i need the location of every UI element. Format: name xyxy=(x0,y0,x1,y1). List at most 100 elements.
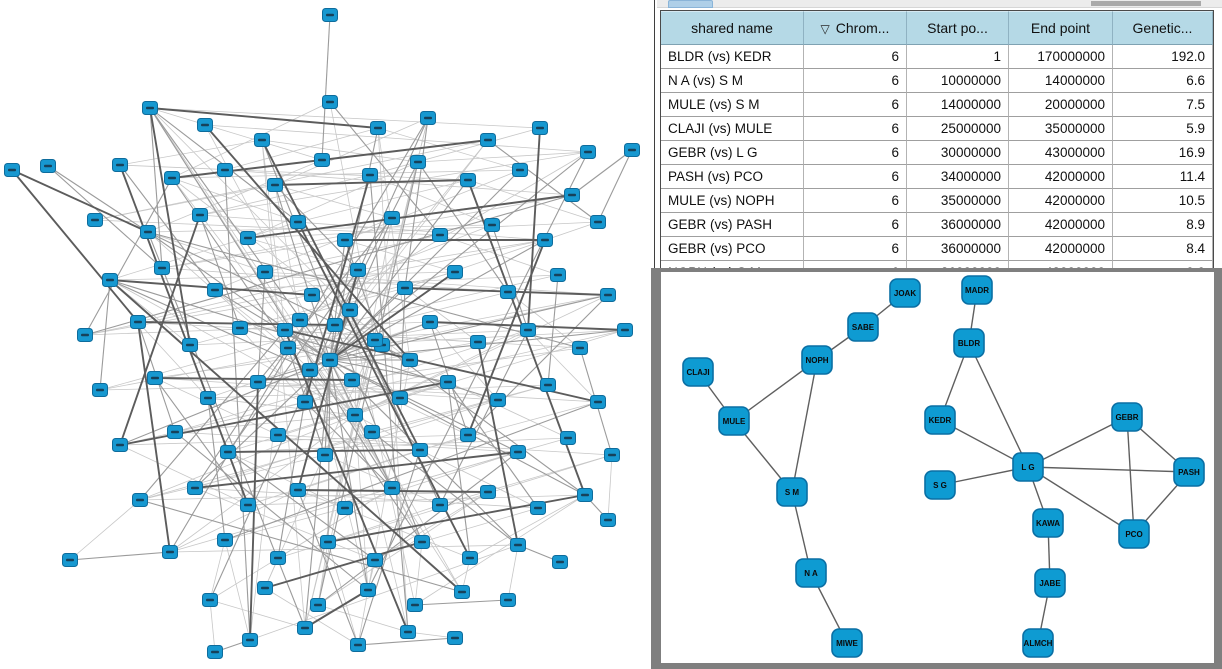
table-row[interactable]: GEBR (vs) L G 6 30000000 43000000 16.9 xyxy=(661,141,1213,165)
network-node[interactable] xyxy=(600,513,616,527)
network-node[interactable] xyxy=(257,581,273,595)
network-node[interactable] xyxy=(297,621,313,635)
network-node-joak[interactable]: JOAK xyxy=(889,278,921,308)
network-node[interactable] xyxy=(217,163,233,177)
network-node[interactable] xyxy=(580,145,596,159)
network-node[interactable] xyxy=(322,353,338,367)
network-node[interactable] xyxy=(270,551,286,565)
network-node[interactable] xyxy=(367,553,383,567)
network-node-pco[interactable]: PCO xyxy=(1118,519,1150,549)
network-node[interactable] xyxy=(4,163,20,177)
network-node-s-m[interactable]: S M xyxy=(776,477,808,507)
network-node[interactable] xyxy=(350,638,366,652)
network-node[interactable] xyxy=(470,335,486,349)
network-node[interactable] xyxy=(367,333,383,347)
table-row[interactable]: MULE (vs) S M 6 14000000 20000000 7.5 xyxy=(661,93,1213,117)
network-node[interactable] xyxy=(290,215,306,229)
network-node[interactable] xyxy=(407,598,423,612)
network-node[interactable] xyxy=(510,445,526,459)
network-edge-l-g-pash[interactable] xyxy=(1027,466,1190,473)
network-node[interactable] xyxy=(257,265,273,279)
network-node[interactable] xyxy=(102,273,118,287)
scrollbar-segment[interactable] xyxy=(1091,1,1201,6)
network-node[interactable] xyxy=(414,535,430,549)
network-node[interactable] xyxy=(197,118,213,132)
table-horizontal-scrollbar[interactable] xyxy=(657,0,1222,8)
network-node-s-g[interactable]: S G xyxy=(924,470,956,500)
network-node[interactable] xyxy=(410,155,426,169)
network-node[interactable] xyxy=(384,481,400,495)
network-node[interactable] xyxy=(460,428,476,442)
network-node[interactable] xyxy=(532,121,548,135)
network-node[interactable] xyxy=(77,328,93,342)
network-node[interactable] xyxy=(337,233,353,247)
network-node[interactable] xyxy=(500,285,516,299)
main-network-canvas[interactable] xyxy=(0,0,651,669)
network-node[interactable] xyxy=(447,631,463,645)
network-node[interactable] xyxy=(240,498,256,512)
network-node-miwe[interactable]: MIWE xyxy=(831,628,863,658)
network-node[interactable] xyxy=(530,501,546,515)
network-node[interactable] xyxy=(182,338,198,352)
network-node[interactable] xyxy=(112,438,128,452)
network-node-bldr[interactable]: BLDR xyxy=(953,328,985,358)
network-node[interactable] xyxy=(564,188,580,202)
network-node-mule[interactable]: MULE xyxy=(718,406,750,436)
column-header-genetic[interactable]: Genetic... xyxy=(1113,11,1213,45)
network-node[interactable] xyxy=(342,303,358,317)
table-row[interactable]: N A (vs) S M 6 10000000 14000000 6.6 xyxy=(661,69,1213,93)
network-node-kawa[interactable]: KAWA xyxy=(1032,508,1064,538)
network-node[interactable] xyxy=(314,153,330,167)
network-node[interactable] xyxy=(384,211,400,225)
network-node-gebr[interactable]: GEBR xyxy=(1111,402,1143,432)
network-node[interactable] xyxy=(420,111,436,125)
network-node[interactable] xyxy=(310,598,326,612)
table-row[interactable]: GEBR (vs) PCO 6 36000000 42000000 8.4 xyxy=(661,237,1213,261)
network-node[interactable] xyxy=(537,233,553,247)
network-node[interactable] xyxy=(590,215,606,229)
network-node[interactable] xyxy=(220,445,236,459)
filtered-network-canvas[interactable]: JOAK SABE NOPH CLAJI MULE KEDR MADR BLDR GEBR L G… xyxy=(661,272,1214,663)
network-node[interactable] xyxy=(560,431,576,445)
network-node[interactable] xyxy=(397,281,413,295)
network-node[interactable] xyxy=(192,208,208,222)
network-node[interactable] xyxy=(240,231,256,245)
network-edge-gebr-pco[interactable] xyxy=(1126,416,1135,535)
network-node[interactable] xyxy=(460,173,476,187)
network-node[interactable] xyxy=(87,213,103,227)
filter-icon[interactable]: ▽ xyxy=(820,22,830,36)
network-node[interactable] xyxy=(297,395,313,409)
column-header-shared-name[interactable]: shared name xyxy=(661,11,804,45)
network-node-pash[interactable]: PASH xyxy=(1173,457,1205,487)
network-node[interactable] xyxy=(490,393,506,407)
network-node[interactable] xyxy=(162,545,178,559)
network-node[interactable] xyxy=(322,8,338,22)
network-node[interactable] xyxy=(454,585,470,599)
network-node[interactable] xyxy=(277,323,293,337)
network-node[interactable] xyxy=(217,533,233,547)
column-header-start-po[interactable]: Start po... xyxy=(907,11,1009,45)
network-node[interactable] xyxy=(484,218,500,232)
network-node[interactable] xyxy=(200,391,216,405)
table-row[interactable]: CLAJI (vs) MULE 6 25000000 35000000 5.9 xyxy=(661,117,1213,141)
network-node[interactable] xyxy=(132,493,148,507)
network-node[interactable] xyxy=(604,448,620,462)
table-row[interactable]: PASH (vs) PCO 6 34000000 42000000 11.4 xyxy=(661,165,1213,189)
network-node-jabe[interactable]: JABE xyxy=(1034,568,1066,598)
network-node[interactable] xyxy=(577,488,593,502)
network-node[interactable] xyxy=(347,408,363,422)
network-node[interactable] xyxy=(572,341,588,355)
network-node[interactable] xyxy=(290,483,306,497)
network-node[interactable] xyxy=(320,535,336,549)
network-node[interactable] xyxy=(187,481,203,495)
network-node[interactable] xyxy=(280,341,296,355)
network-node[interactable] xyxy=(590,395,606,409)
network-node[interactable] xyxy=(512,163,528,177)
network-node[interactable] xyxy=(292,313,308,327)
network-node[interactable] xyxy=(520,323,536,337)
network-node-sabe[interactable]: SABE xyxy=(847,312,879,342)
network-node[interactable] xyxy=(552,555,568,569)
network-node[interactable] xyxy=(364,425,380,439)
network-node[interactable] xyxy=(267,178,283,192)
network-node[interactable] xyxy=(92,383,108,397)
